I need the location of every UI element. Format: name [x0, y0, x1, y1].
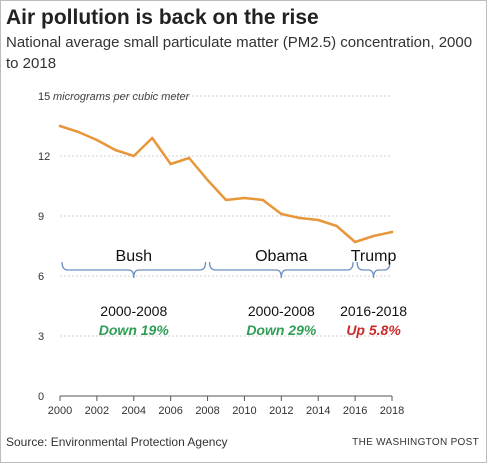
data-point — [280, 212, 283, 216]
data-point — [77, 130, 80, 134]
x-tick-label: 2016 — [343, 405, 367, 417]
y-tick-label: 6 — [38, 271, 44, 283]
era-label: Bush — [116, 248, 152, 265]
data-point — [95, 138, 99, 142]
data-point — [206, 178, 209, 182]
x-tick-label: 2004 — [122, 405, 146, 417]
era-range: 2016-2018 — [340, 303, 407, 319]
era-label: Trump — [351, 248, 397, 265]
chart-title: Air pollution is back on the rise — [6, 6, 319, 29]
data-point — [151, 136, 154, 140]
data-point — [261, 198, 265, 202]
data-point — [187, 156, 191, 160]
data-series — [58, 124, 394, 244]
era-annotations: Bush 2000-2008 Down 19% Obama 2000-2008 Down … — [61, 248, 407, 338]
data-point — [317, 218, 320, 222]
era-change: Up 5.8% — [346, 322, 401, 338]
x-tick-label: 2002 — [85, 405, 109, 417]
data-point — [132, 154, 135, 158]
y-tick-label: 12 — [38, 151, 50, 163]
data-point — [372, 234, 375, 238]
x-tick-label: 2014 — [306, 405, 330, 417]
era-brace — [356, 261, 391, 279]
x-tick-label: 2010 — [232, 405, 256, 417]
y-axis-ticks: 0 3 6 9 12 15 micrograms per cubic meter — [38, 91, 191, 403]
data-point — [243, 196, 246, 200]
y-tick-label: 9 — [38, 211, 44, 223]
y-tick-label: 15 — [38, 91, 50, 103]
x-tick-label: 2012 — [269, 405, 293, 417]
source-note: Source: Environmental Protection Agency — [6, 435, 228, 449]
y-tick-label: 3 — [38, 331, 44, 343]
x-tick-label: 2006 — [158, 405, 182, 417]
era-range: 2000-2008 — [248, 303, 315, 319]
data-point — [224, 198, 228, 202]
x-axis-ticks: 2000 2002 2004 2006 2008 2010 2012 2014 2016 2018 — [48, 396, 404, 417]
x-tick-label: 2018 — [380, 405, 404, 417]
y-tick-label: 0 — [38, 391, 44, 403]
era-brace — [61, 261, 207, 279]
era-label: Obama — [255, 248, 308, 265]
data-point — [169, 162, 172, 166]
gridlines — [60, 95, 392, 397]
x-tick-label: 2008 — [195, 405, 219, 417]
data-point — [58, 124, 62, 128]
era-range: 2000-2008 — [100, 303, 167, 319]
data-point — [298, 216, 301, 220]
era-change: Down 29% — [246, 322, 317, 338]
era-brace — [208, 261, 354, 279]
pm25-line — [58, 124, 394, 244]
data-point — [353, 240, 357, 244]
data-point — [390, 230, 394, 234]
era-change: Down 19% — [99, 322, 170, 338]
x-tick-label: 2000 — [48, 405, 72, 417]
publisher-credit: THE WASHINGTON POST — [352, 437, 479, 448]
y-unit-label: micrograms per cubic meter — [53, 91, 191, 103]
data-point — [335, 224, 338, 228]
chart-subtitle: National average small particulate matte… — [6, 34, 473, 72]
data-point — [114, 148, 117, 152]
